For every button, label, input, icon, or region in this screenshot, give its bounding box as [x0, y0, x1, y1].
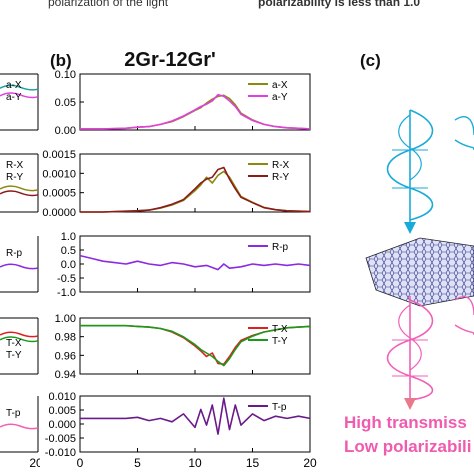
- legend-label: a-X: [272, 80, 288, 91]
- chart-2: 0.0015 0.0010 0.0005 0.0000 R-XR-Y: [42, 149, 311, 219]
- y-tick-label: 1.0: [61, 231, 76, 243]
- series-line: [0, 190, 39, 197]
- legend-label: T-p: [6, 408, 21, 419]
- y-tick-label: 0.0000: [42, 207, 76, 219]
- x-tick-label: 0: [77, 456, 84, 470]
- header-right-fragment: polarizability is less than 1.0: [258, 0, 420, 9]
- x-tick-label: 15: [246, 456, 260, 470]
- panel-b-label: (b): [50, 51, 72, 70]
- legend-label: R-p: [6, 248, 23, 259]
- legend-label: R-p: [272, 242, 289, 253]
- legend-label: a-Y: [272, 92, 288, 103]
- panel-b-title: 2Gr-12Gr': [124, 49, 215, 71]
- series-line: [0, 185, 39, 192]
- incident-arrow-icon: [404, 222, 416, 234]
- graphene-sheet: [365, 237, 474, 307]
- legend-label: R-X: [6, 160, 24, 171]
- y-tick-label: -0.5: [57, 273, 76, 285]
- y-tick-label: 0.05: [55, 97, 76, 109]
- series-line-T-p: [80, 397, 311, 435]
- y-tick-label: 0.0: [61, 259, 76, 271]
- y-tick-label: 0.010: [48, 391, 76, 403]
- y-tick-label: 0.000: [48, 419, 76, 431]
- transmitted-arrow-icon: [404, 398, 416, 410]
- panel-a-plot-2: R-XR-Y: [0, 153, 39, 213]
- series-line: [0, 423, 39, 430]
- legend-label: R-Y: [272, 172, 290, 183]
- series-line: [0, 84, 39, 91]
- y-tick-label: 0.98: [55, 332, 76, 344]
- legend-label: T-Y: [6, 350, 22, 361]
- series-line: [0, 336, 39, 343]
- x-tick-label: 10: [188, 456, 202, 470]
- legend-label: a-X: [6, 80, 22, 91]
- legend-label: T-X: [272, 324, 288, 335]
- header-left-fragment: polarization of the light: [48, 0, 169, 9]
- caption-line2: Low polarizabili: [344, 437, 472, 456]
- transmitted-light-wave: [386, 296, 474, 401]
- legend-label: T-Y: [272, 336, 288, 347]
- series-line-R-p: [79, 254, 311, 271]
- legend-label: R-X: [272, 160, 290, 171]
- legend-label: a-Y: [6, 92, 22, 103]
- y-tick-label: 0.10: [55, 69, 76, 81]
- panel-c-label: (c): [360, 51, 381, 70]
- y-tick-label: 0.0005: [42, 188, 76, 200]
- panel-a-plot-3: R-p: [0, 236, 39, 293]
- x-tick-label: 5: [134, 456, 141, 470]
- legend-label: R-Y: [6, 172, 24, 183]
- panel-a-plot-5: T-p: [0, 396, 39, 453]
- series-line: [0, 331, 39, 338]
- y-tick-label: -1.0: [57, 287, 76, 299]
- panel-a-plot-1: a-Xa-Y: [0, 73, 39, 131]
- panel-a-plot-4: T-XT-Y: [0, 317, 39, 375]
- chart-3: 1.0 0.5 0.0 -0.5 -1.0 R-p: [57, 231, 311, 299]
- series-line: [0, 92, 39, 99]
- y-tick-label: 0.0010: [42, 168, 76, 180]
- y-tick-label: 0.94: [55, 369, 76, 381]
- y-tick-label: 0.96: [55, 350, 76, 362]
- panel-b-charts: 0.100.050.00a-Xa-Y0.00150.00100.00050.00…: [42, 69, 317, 470]
- legend-label: T-p: [272, 402, 287, 413]
- y-tick-label: 0.005: [48, 405, 76, 417]
- y-tick-label: 0.0015: [42, 149, 76, 161]
- y-tick-label: 0.00: [55, 125, 76, 137]
- x-tick-label: 20: [303, 456, 317, 470]
- chart-1: 0.10 0.05 0.00 a-Xa-Y: [55, 69, 311, 137]
- series-line-T-Y: [80, 324, 311, 367]
- y-tick-label: -0.005: [45, 433, 76, 445]
- panel-c-illustration: High transmiss Low polarizabili: [344, 109, 474, 456]
- y-tick-label: -0.010: [45, 447, 76, 459]
- series-line-a-Y: [80, 93, 311, 130]
- y-tick-label: 0.5: [61, 245, 76, 257]
- panel-a-partial: a-Xa-Y R-XR-Y R-p T-XT-Y T-p 20: [0, 73, 43, 470]
- chart-4: 1.00 0.98 0.96 0.94 T-XT-Y: [55, 313, 311, 381]
- incident-light-wave: [386, 109, 474, 228]
- legend-label: T-X: [6, 338, 22, 349]
- y-tick-label: 1.00: [55, 313, 76, 325]
- series-line-R-Y: [80, 166, 311, 213]
- series-line: [0, 263, 39, 270]
- caption-line1: High transmiss: [344, 413, 467, 432]
- x-tick-label: 20: [29, 456, 43, 470]
